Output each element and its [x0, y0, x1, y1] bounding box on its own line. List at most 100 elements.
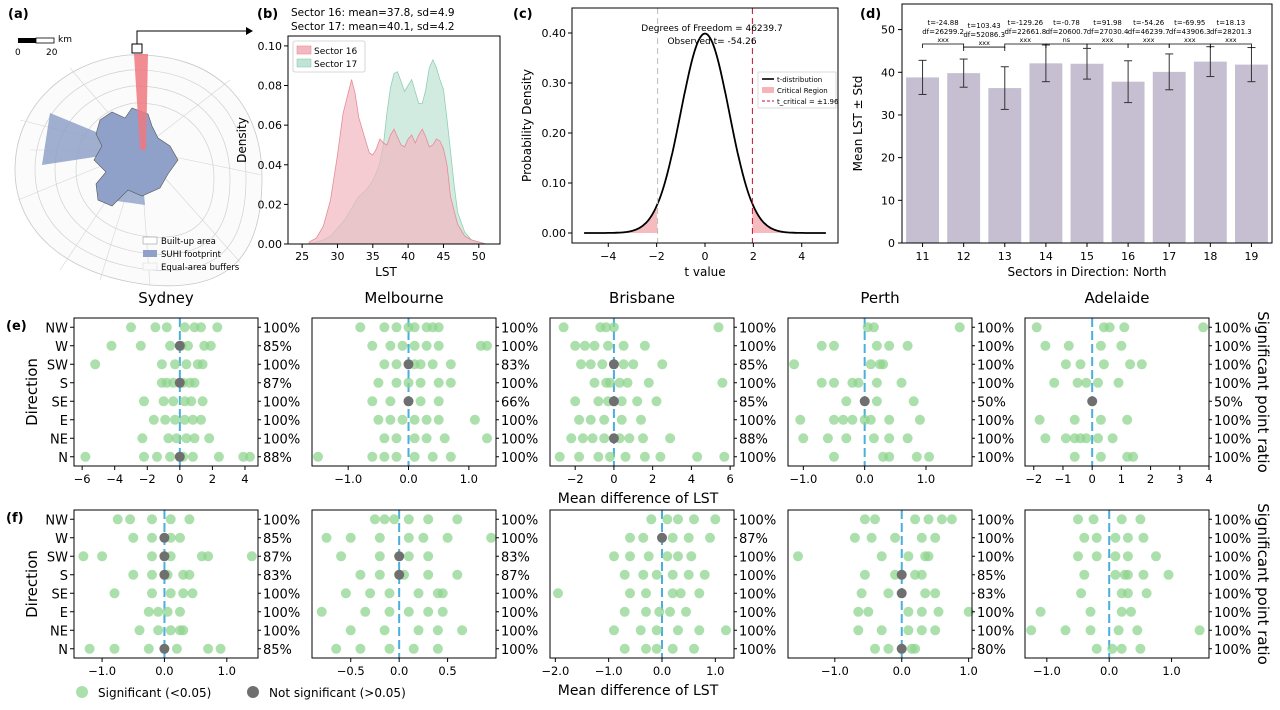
significant-point [884, 433, 895, 444]
significant-point [184, 569, 195, 580]
panel-label-b: (b) [257, 7, 278, 22]
comparison-df: df=26299.2 [922, 28, 964, 36]
significant-point [170, 414, 180, 425]
comparison-bracket [1045, 43, 1088, 48]
significant-point [829, 451, 839, 462]
significant-point [1079, 569, 1090, 580]
chart-c-annotation-t: Observed t= -54.26 [667, 37, 756, 47]
scatter-xtick-label: −2 [567, 472, 584, 486]
scatter-frame [787, 317, 973, 467]
legend-swatch-sector17 [296, 58, 312, 68]
significant-point [614, 377, 625, 388]
significant-ratio: 100% [977, 377, 1014, 392]
significant-ratio: 100% [501, 624, 538, 639]
significant-point [883, 643, 894, 654]
chart-b-xtick-label: 40 [401, 250, 415, 263]
significant-ratio: 100% [1214, 414, 1251, 429]
comparison-df: df=28201.3 [1210, 28, 1252, 36]
significant-point [413, 625, 424, 636]
significant-point [1125, 359, 1136, 370]
significant-point [168, 396, 179, 407]
significant-point [829, 377, 839, 388]
significant-point [433, 340, 444, 351]
significant-point [643, 551, 654, 562]
significant-point [150, 322, 161, 333]
chart-b-ytick-label: 0.02 [258, 198, 283, 211]
significant-point [863, 606, 874, 617]
significant-point [622, 377, 633, 388]
significant-point [433, 396, 444, 407]
legend-significant-label: Significant (<0.05) [98, 686, 211, 700]
significant-ratio: 85% [739, 395, 768, 410]
significant-point [179, 322, 190, 333]
significant-ratio: 85% [739, 358, 768, 373]
significant-point [717, 377, 728, 388]
comparison-sig: xxx [1184, 36, 1196, 44]
scatter-xtick-label: 0.0 [893, 664, 911, 678]
direction-label: SE [52, 587, 68, 602]
significant-point [829, 340, 839, 351]
significant-point [841, 433, 852, 444]
significant-point [822, 433, 833, 444]
significant-point [1026, 625, 1037, 636]
scatter-frame [1024, 317, 1210, 467]
scatter-xtick-label: 2 [649, 472, 656, 486]
city-title-melbourne: Melbourne [364, 289, 443, 307]
significant-ratio: 50% [1214, 395, 1243, 410]
chart-d-ytick-label: 0 [888, 237, 895, 250]
significant-point [1132, 625, 1143, 636]
significant-point [482, 433, 492, 444]
significant-point [713, 322, 724, 333]
significant-point [197, 396, 208, 407]
chart-c-xtick-label: 4 [798, 250, 805, 263]
significant-point [589, 377, 600, 388]
significant-point [439, 433, 450, 444]
significant-point [853, 606, 864, 617]
chart-d-xtick-label: 19 [1244, 250, 1258, 263]
significant-ratio: 83% [501, 358, 530, 373]
scatter-xtick-label: −2.0 [541, 664, 569, 678]
significant-point [181, 359, 192, 370]
city-title-adelaide: Adelaide [1084, 289, 1149, 307]
built-up-area [93, 107, 179, 207]
significant-point [673, 514, 683, 525]
scatter-xtick-label: −0.5 [337, 664, 365, 678]
chart-c-xtick-label: −2 [649, 250, 665, 263]
significant-point [641, 588, 651, 599]
chart-c-xlabel: t value [684, 265, 725, 279]
significant-point [632, 396, 643, 407]
significant-point [134, 625, 145, 636]
significant-point [829, 414, 839, 425]
significant-ratio: 100% [977, 340, 1014, 355]
significant-point [179, 414, 190, 425]
significant-ratio: 100% [263, 587, 300, 602]
scale-min: 0 [15, 48, 21, 58]
significant-point [1085, 625, 1096, 636]
significant-point [1163, 569, 1174, 580]
direction-label: SW [47, 358, 68, 373]
significant-point [868, 433, 879, 444]
significant-point [391, 433, 402, 444]
comparison-df: df=46239.7 [1128, 28, 1170, 36]
significant-point [798, 433, 809, 444]
significant-point [158, 396, 169, 407]
significant-point [321, 532, 332, 543]
bar-sector-19 [1235, 64, 1268, 243]
significant-point [618, 359, 629, 370]
significant-point [883, 588, 894, 599]
significant-point [910, 514, 921, 525]
significant-ratio: 85% [263, 643, 292, 658]
significant-point [482, 340, 492, 351]
significant-point [421, 433, 432, 444]
significant-ratio: 88% [263, 451, 292, 466]
legend-significant-marker [76, 686, 88, 698]
significant-point [196, 414, 206, 425]
significant-point [139, 396, 149, 407]
significant-point [355, 322, 366, 333]
significant-point [570, 396, 581, 407]
significant-point [870, 643, 880, 654]
significant-point [930, 588, 941, 599]
significant-ratio: 100% [1214, 643, 1251, 658]
significant-point [620, 451, 631, 462]
significant-point [1060, 625, 1071, 636]
